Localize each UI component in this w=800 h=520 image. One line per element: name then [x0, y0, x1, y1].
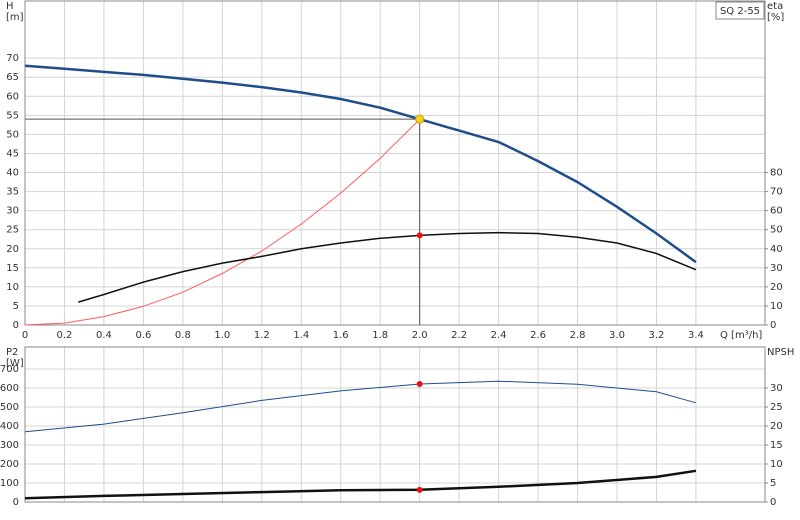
y-tick-label: 55 — [6, 110, 19, 121]
x-tick-label: 1.8 — [372, 330, 388, 341]
y-tick-label: 35 — [6, 187, 19, 198]
series-line — [24, 118, 421, 326]
plot-frame — [24, 346, 766, 503]
x-tick-label: 3.2 — [649, 330, 665, 341]
x-tick-label: 0.4 — [96, 330, 112, 341]
y2-axis-label: NPSH — [767, 347, 794, 358]
x-tick-label: 3.4 — [688, 330, 704, 341]
y-tick-label: 65 — [6, 72, 19, 83]
series-line — [24, 469, 697, 500]
y-tick-label: 5 — [13, 301, 19, 312]
y-tick-label: 45 — [6, 148, 19, 159]
x-tick-label: 2.8 — [570, 330, 586, 341]
y-tick-label: 0 — [13, 320, 19, 331]
y-tick-label: 300 — [0, 440, 19, 451]
y-axis-label: H — [6, 1, 14, 12]
x-tick-label: 2.6 — [530, 330, 546, 341]
y-tick-label: 40 — [6, 168, 19, 179]
y2-tick-label: 70 — [770, 187, 783, 198]
x-tick-label: 1.6 — [333, 330, 349, 341]
y-tick-label: 10 — [6, 282, 19, 293]
model-box — [715, 1, 765, 20]
y2-tick-label: 50 — [770, 225, 783, 236]
y-tick-label: 100 — [0, 478, 19, 489]
y2-tick-label: 0 — [770, 320, 776, 331]
x-tick-label: 1.2 — [254, 330, 270, 341]
y2-axis-unit: [%] — [767, 12, 784, 23]
y2-tick-label: 30 — [770, 383, 783, 394]
y-tick-label: 70 — [6, 53, 19, 64]
operating-point — [416, 232, 423, 239]
y-tick-label: 200 — [0, 459, 19, 470]
x-tick-label: 0.8 — [175, 330, 191, 341]
y-tick-label: 50 — [6, 129, 19, 140]
y-tick-label: 600 — [0, 383, 19, 394]
series-line — [78, 231, 697, 303]
y-tick-label: 60 — [6, 91, 19, 102]
y2-tick-label: 20 — [770, 282, 783, 293]
x-tick-label: 2.0 — [412, 330, 428, 341]
y2-axis-label: eta — [767, 1, 783, 12]
plot-area — [25, 1, 765, 325]
x-tick-label: 2.2 — [451, 330, 467, 341]
x-axis-label: Q [m³/h] — [720, 330, 762, 341]
y2-tick-label: 10 — [770, 459, 783, 470]
operating-point — [416, 486, 423, 493]
y2-tick-label: 15 — [770, 440, 783, 451]
model-label: SQ 2-55 — [720, 6, 760, 17]
y-tick-label: 20 — [6, 244, 19, 255]
y2-tick-label: 60 — [770, 206, 783, 217]
y-axis-label: P2 — [6, 347, 18, 358]
y-tick-label: 30 — [6, 206, 19, 217]
y-axis-unit: [W] — [6, 358, 24, 369]
y-tick-label: 400 — [0, 421, 19, 432]
x-tick-label: 1.4 — [293, 330, 309, 341]
plot-area — [25, 347, 765, 502]
series-line — [24, 380, 697, 433]
y2-tick-label: 30 — [770, 263, 783, 274]
y-tick-label: 0 — [13, 497, 19, 508]
y-tick-label: 25 — [6, 225, 19, 236]
y2-tick-label: 40 — [770, 244, 783, 255]
y2-tick-label: 25 — [770, 402, 783, 413]
plot-frame — [24, 0, 766, 326]
x-tick-label: 3.0 — [609, 330, 625, 341]
operating-point — [415, 114, 425, 124]
x-tick-label: 1.0 — [214, 330, 230, 341]
y-tick-label: 700 — [0, 364, 19, 375]
y-axis-unit: [m] — [6, 12, 24, 23]
y2-tick-label: 20 — [770, 421, 783, 432]
series-line — [24, 64, 697, 264]
x-tick-label: 0.6 — [135, 330, 151, 341]
y-tick-label: 500 — [0, 402, 19, 413]
y2-tick-label: 80 — [770, 168, 783, 179]
y-tick-label: 15 — [6, 263, 19, 274]
y2-tick-label: 0 — [770, 497, 776, 508]
x-tick-label: 2.4 — [491, 330, 507, 341]
x-tick-label: 0.2 — [57, 330, 73, 341]
y2-tick-label: 10 — [770, 301, 783, 312]
operating-point — [416, 381, 423, 388]
y2-tick-label: 5 — [770, 478, 776, 489]
x-tick-label: 0 — [22, 330, 28, 341]
